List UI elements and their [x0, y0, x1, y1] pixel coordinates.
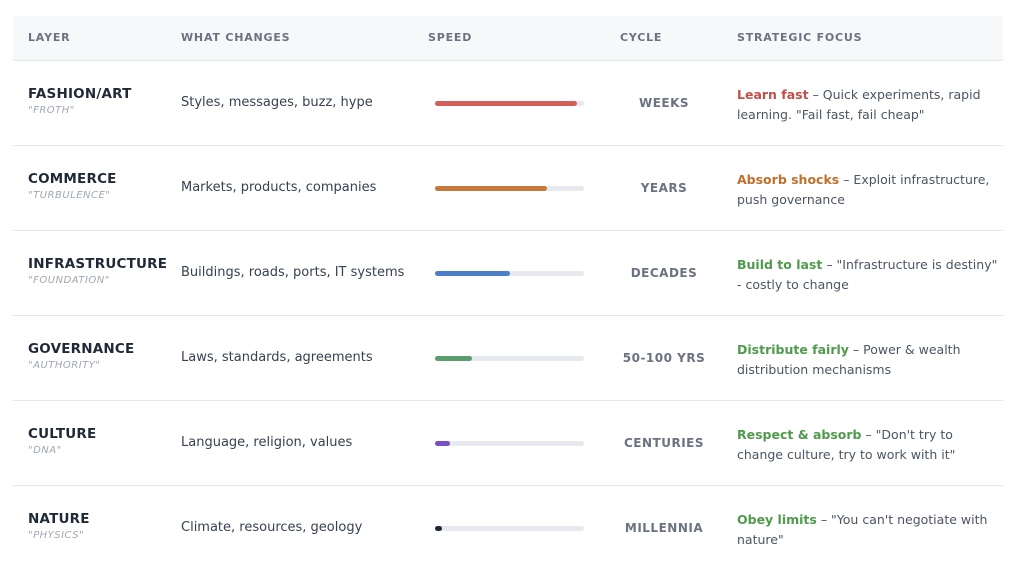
speed-bar-track — [435, 441, 584, 446]
focus-description: – "Don't try to change culture, try to w… — [737, 427, 956, 462]
what-changes-cell: Laws, standards, agreements — [181, 350, 373, 365]
strategic-focus-cell: Absorb shocks – Exploit infrastructure, … — [737, 170, 999, 210]
cycle-cell: YEARS — [640, 181, 688, 195]
focus-headline: Build to last — [737, 257, 823, 272]
focus-description: – Exploit infrastructure, push governanc… — [737, 172, 990, 207]
what-changes-cell: Buildings, roads, ports, IT systems — [181, 265, 405, 280]
speed-bar-track — [435, 101, 584, 106]
focus-headline: Respect & absorb — [737, 427, 862, 442]
focus-description: – "You can't negotiate with nature" — [737, 512, 988, 547]
header-what-changes: WHAT CHANGES — [181, 31, 291, 44]
layer-cell: INFRASTRUCTURE "FOUNDATION" — [28, 256, 167, 286]
layer-name: COMMERCE — [28, 171, 117, 187]
pace-layers-table: LAYER WHAT CHANGES SPEED CYCLE STRATEGIC… — [13, 16, 1003, 570]
layer-name: FASHION/ART — [28, 86, 132, 102]
layer-subtitle: "PHYSICS" — [28, 530, 85, 541]
speed-bar-fill — [435, 441, 450, 446]
focus-headline: Learn fast — [737, 87, 809, 102]
header-speed: SPEED — [428, 31, 473, 44]
speed-bar-track — [435, 526, 584, 531]
focus-headline: Absorb shocks — [737, 172, 840, 187]
cycle-cell: 50-100 YRS — [622, 351, 706, 365]
focus-description: – "Infrastructure is destiny" - costly t… — [737, 257, 998, 292]
layer-cell: COMMERCE "TURBULENCE" — [28, 171, 117, 201]
layer-cell: FASHION/ART "FROTH" — [28, 86, 132, 116]
table-body: FASHION/ART "FROTH" Styles, messages, bu… — [13, 61, 1003, 570]
layer-subtitle: "FROTH" — [28, 105, 75, 116]
strategic-focus-cell: Obey limits – "You can't negotiate with … — [737, 510, 999, 550]
header-cycle: CYCLE — [620, 31, 663, 44]
layer-name: INFRASTRUCTURE — [28, 256, 168, 272]
speed-bar-fill — [435, 526, 443, 531]
focus-headline: Obey limits — [737, 512, 817, 527]
table-row: NATURE "PHYSICS" Climate, resources, geo… — [13, 486, 1003, 570]
focus-headline: Distribute fairly — [737, 342, 849, 357]
table-row: FASHION/ART "FROTH" Styles, messages, bu… — [13, 61, 1003, 146]
what-changes-cell: Styles, messages, buzz, hype — [181, 95, 373, 110]
cycle-cell: DECADES — [630, 266, 698, 280]
layer-subtitle: "TURBULENCE" — [28, 190, 111, 201]
header-layer: LAYER — [28, 31, 71, 44]
strategic-focus-cell: Distribute fairly – Power & wealth distr… — [737, 340, 999, 380]
what-changes-cell: Language, religion, values — [181, 435, 353, 450]
layer-name: NATURE — [28, 511, 90, 527]
layer-subtitle: "DNA" — [28, 445, 62, 456]
strategic-focus-cell: Respect & absorb – "Don't try to change … — [737, 425, 999, 465]
what-changes-cell: Markets, products, companies — [181, 180, 377, 195]
strategic-focus-cell: Build to last – "Infrastructure is desti… — [737, 255, 999, 295]
speed-bar-track — [435, 271, 584, 276]
speed-bar-fill — [435, 356, 473, 361]
layer-subtitle: "AUTHORITY" — [28, 360, 101, 371]
layer-cell: NATURE "PHYSICS" — [28, 511, 90, 541]
layer-cell: GOVERNANCE "AUTHORITY" — [28, 341, 134, 371]
cycle-cell: MILLENNIA — [624, 521, 704, 535]
table-row: INFRASTRUCTURE "FOUNDATION" Buildings, r… — [13, 231, 1003, 316]
speed-bar-fill — [435, 271, 510, 276]
table-row: COMMERCE "TURBULENCE" Markets, products,… — [13, 146, 1003, 231]
layer-cell: CULTURE "DNA" — [28, 426, 96, 456]
table-header: LAYER WHAT CHANGES SPEED CYCLE STRATEGIC… — [13, 16, 1003, 61]
speed-bar-track — [435, 186, 584, 191]
layer-subtitle: "FOUNDATION" — [28, 275, 110, 286]
focus-description: – Power & wealth distribution mechanisms — [737, 342, 961, 377]
cycle-cell: CENTURIES — [623, 436, 705, 450]
layer-name: GOVERNANCE — [28, 341, 135, 357]
focus-description: – Quick experiments, rapid learning. "Fa… — [737, 87, 981, 122]
table-row: GOVERNANCE "AUTHORITY" Laws, standards, … — [13, 316, 1003, 401]
strategic-focus-cell: Learn fast – Quick experiments, rapid le… — [737, 85, 999, 125]
speed-bar-fill — [435, 101, 577, 106]
cycle-cell: WEEKS — [638, 96, 690, 110]
layer-name: CULTURE — [28, 426, 97, 442]
speed-bar-track — [435, 356, 584, 361]
what-changes-cell: Climate, resources, geology — [181, 520, 363, 535]
header-strategic-focus: STRATEGIC FOCUS — [737, 31, 863, 44]
table-row: CULTURE "DNA" Language, religion, values… — [13, 401, 1003, 486]
speed-bar-fill — [435, 186, 547, 191]
